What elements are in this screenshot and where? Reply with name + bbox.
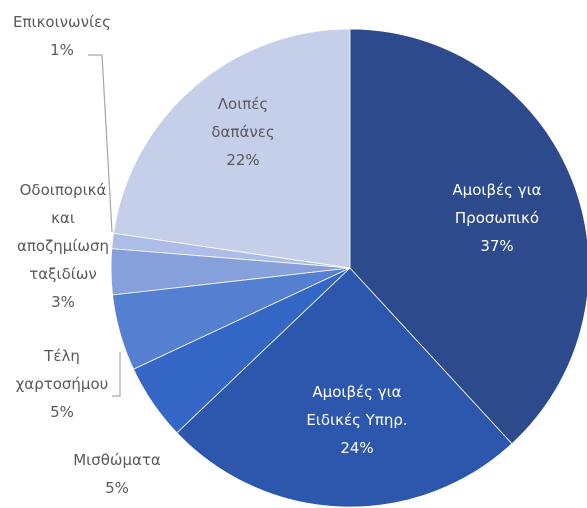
value-label: 5%	[50, 403, 74, 421]
category-name: Λοιπές δαπάνες	[211, 95, 275, 141]
value-label: 37%	[480, 237, 514, 255]
category-name: Επικοινωνίες	[13, 13, 111, 31]
slice-label: Τέλη χαρτοσήμου 5%	[7, 342, 117, 426]
category-name: Μισθώματα	[73, 451, 161, 469]
slice-label: Λοιπές δαπάνες 22%	[188, 90, 298, 174]
slice-label: Αμοιβές για Ειδικές Υπηρ. 24%	[287, 378, 427, 462]
slice-label: Οδοιπορικά και αποζημίωση ταξιδίων 3%	[8, 176, 118, 316]
value-label: 24%	[340, 439, 374, 457]
value-label: 22%	[226, 151, 260, 169]
category-name: Αμοιβές για Ειδικές Υπηρ.	[306, 383, 408, 429]
pie-slice	[349, 28, 587, 445]
value-label: 1%	[50, 41, 74, 59]
slice-label: Μισθώματα 5%	[57, 446, 177, 502]
slice-label: Επικοινωνίες 1%	[0, 8, 127, 64]
leader-line	[112, 352, 121, 397]
value-label: 5%	[105, 479, 129, 497]
value-label: 3%	[51, 293, 75, 311]
category-name: Τέλη χαρτοσήμου	[15, 347, 109, 393]
pie-slice	[176, 267, 513, 508]
category-name: Οδοιπορικά και αποζημίωση ταξιδίων	[17, 181, 109, 283]
slice-label: Αμοιβές για Προσωπικό 37%	[427, 176, 567, 260]
leader-line	[88, 54, 113, 233]
category-name: Αμοιβές για Προσωπικό	[452, 181, 542, 227]
pie-slice	[113, 28, 351, 269]
